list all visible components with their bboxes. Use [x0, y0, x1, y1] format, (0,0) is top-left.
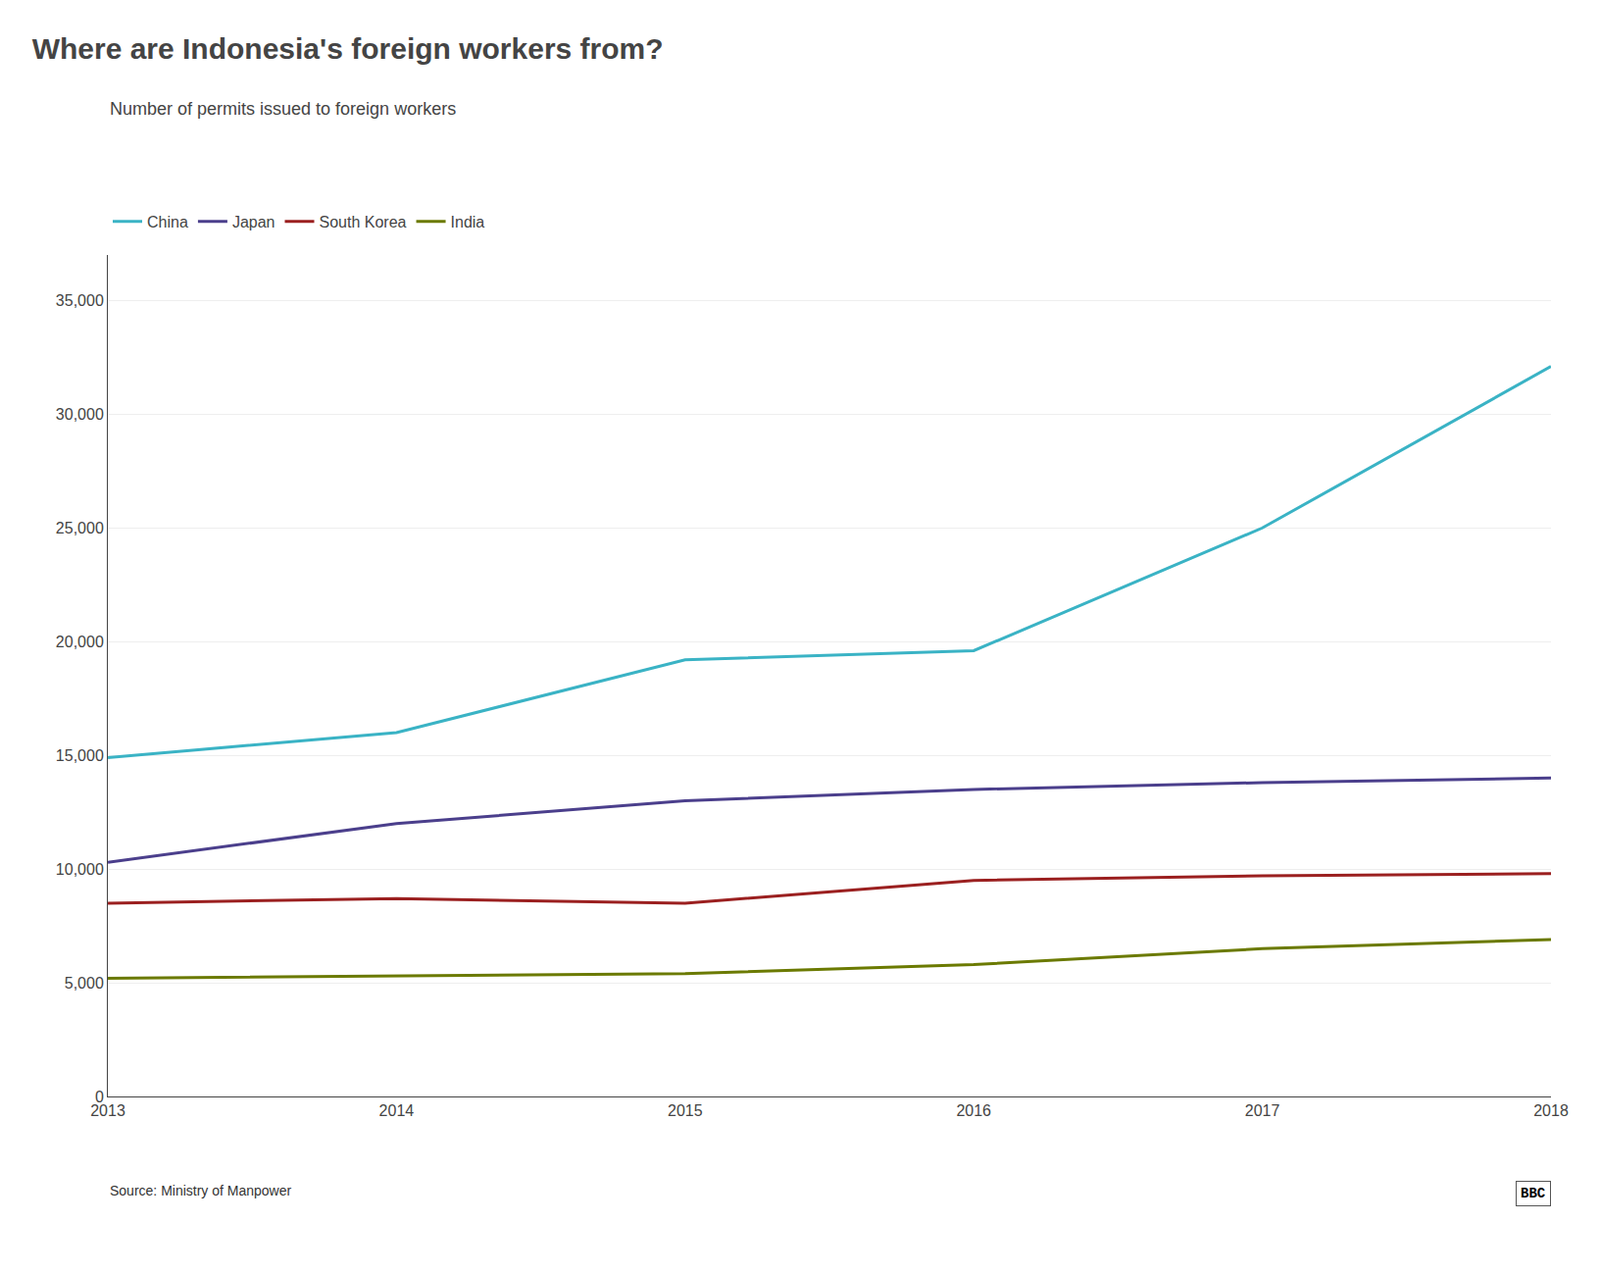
svg-text:Where are Indonesia's foreign: Where are Indonesia's foreign workers fr… [32, 32, 664, 65]
svg-text:2016: 2016 [955, 1101, 992, 1119]
svg-text:Japan: Japan [232, 213, 276, 231]
svg-text:BBC: BBC [1520, 1185, 1547, 1201]
svg-text:2013: 2013 [90, 1101, 126, 1119]
svg-text:China: China [147, 213, 189, 231]
svg-text:India: India [450, 213, 486, 231]
svg-text:10,000: 10,000 [55, 860, 104, 878]
svg-text:2017: 2017 [1245, 1101, 1281, 1119]
svg-text:2015: 2015 [667, 1101, 703, 1119]
svg-text:30,000: 30,000 [55, 405, 104, 423]
svg-text:20,000: 20,000 [55, 633, 104, 650]
svg-text:25,000: 25,000 [55, 519, 104, 537]
svg-text:5,000: 5,000 [64, 974, 104, 992]
svg-text:2018: 2018 [1533, 1101, 1569, 1119]
svg-text:South Korea: South Korea [319, 213, 407, 231]
svg-text:2014: 2014 [379, 1101, 415, 1119]
svg-text:15,000: 15,000 [55, 747, 104, 764]
svg-text:35,000: 35,000 [55, 292, 104, 309]
svg-text:Number of permits issued to fo: Number of permits issued to foreign work… [109, 99, 456, 119]
svg-text:Source: Ministry of Manpower: Source: Ministry of Manpower [109, 1182, 293, 1199]
svg-text:0: 0 [95, 1088, 104, 1105]
